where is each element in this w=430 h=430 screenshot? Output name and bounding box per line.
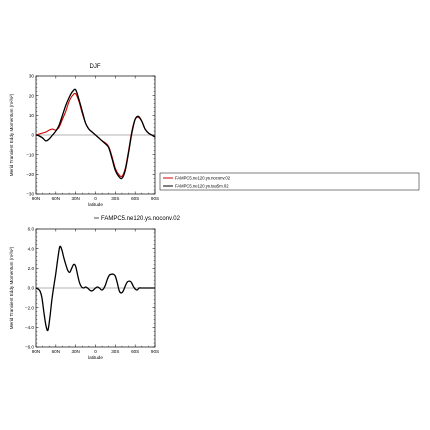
bottom-x-tick-label: 90N (32, 349, 40, 354)
top-x-axis-label: latitude (88, 202, 103, 207)
bottom-y-tick-label: −2.0 (25, 305, 35, 310)
top-x-tick-label: 90N (32, 196, 40, 201)
bottom-x-tick-label: 60S (131, 349, 139, 354)
top-y-tick-label: 10 (29, 113, 35, 118)
top-y-tick-label: 30 (29, 74, 35, 79)
bottom-chart-panel: 90N 60N 30N 0 30S 60S 90S −6.0 −4.0 −2.0 0.0 2.0 4.0… (9, 227, 159, 360)
bottom-x-tick-label: 30N (71, 349, 79, 354)
top-x-tick-label: 90S (151, 196, 159, 201)
bottom-y-tick-label: −4.0 (25, 325, 35, 330)
top-y-tick-label: −20 (26, 172, 34, 177)
legend-label-tau5m: FAMPC5.ne120.ys.tau5m.02 (175, 184, 229, 189)
top-chart-panel: 90N 60N 30N 0 30S 60S 90S −30 −20 −10 0 10 20 30 latit… (9, 74, 159, 207)
bottom-x-axis-label: latitude (88, 355, 103, 360)
bottom-x-tick-label: 90S (151, 349, 159, 354)
top-y-axis-label: Merid Transient Eddy Momentum (m²/s²) (9, 93, 14, 176)
top-y-tick-label: 20 (29, 93, 35, 98)
bottom-series-line-0 (35, 245, 155, 332)
top-x-tick-label: 30N (71, 196, 79, 201)
top-x-tick-label: 30S (111, 196, 119, 201)
top-series-line-1 (35, 88, 156, 180)
difference-label-text: FAMPC5.ne120.ys.noconv.02 (101, 216, 181, 222)
top-y-tick-label: −30 (26, 192, 34, 197)
bottom-x-tick-label: 60N (52, 349, 60, 354)
top-chart-title: DJF (90, 64, 101, 70)
difference-label: FAMPC5.ne120.ys.noconv.02 (94, 216, 181, 222)
legend-label-noconv: FAMPC5.ne120.ys.noconv.02 (175, 176, 231, 181)
bottom-x-tick-label: 0 (94, 349, 97, 354)
bottom-y-tick-label: −6.0 (25, 345, 35, 350)
bottom-y-tick-label: 0.0 (28, 286, 35, 291)
top-x-tick-label: 60S (131, 196, 139, 201)
legend-box (159, 172, 420, 191)
bottom-x-tick-label: 30S (111, 349, 119, 354)
top-y-tick-label: 0 (31, 133, 34, 138)
legend: FAMPC5.ne120.ys.noconv.02 FAMPC5.ne120.y… (159, 172, 420, 191)
bottom-y-tick-label: 6.0 (28, 227, 35, 232)
top-x-tick-label: 0 (94, 196, 97, 201)
bottom-y-axis-label: Merid Transient Eddy Momentum (m²/s²) (9, 246, 14, 329)
bottom-y-tick-label: 2.0 (28, 266, 35, 271)
top-y-tick-label: −10 (26, 152, 34, 157)
bottom-y-tick-label: 4.0 (28, 246, 35, 251)
top-x-tick-label: 60N (52, 196, 60, 201)
